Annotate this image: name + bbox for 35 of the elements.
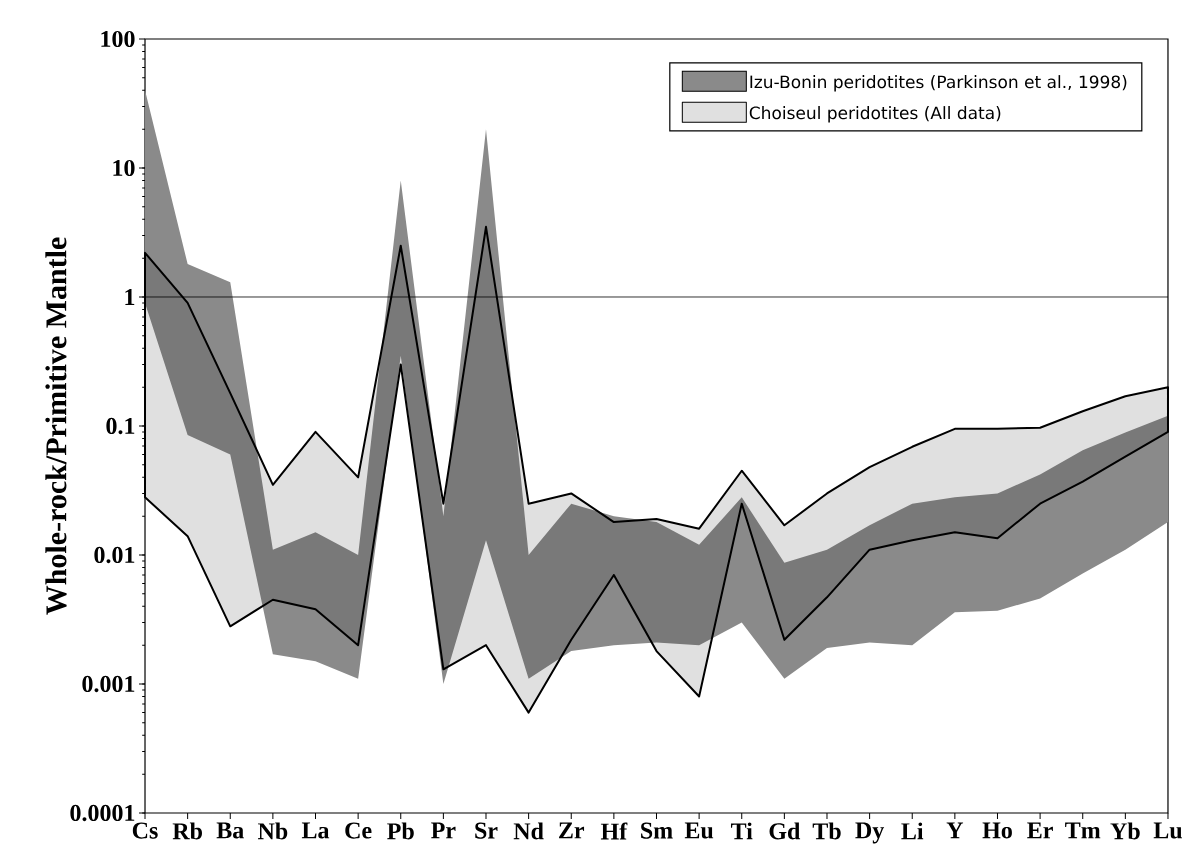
x-tick-label: Tb bbox=[812, 822, 841, 840]
x-tick-label: Zr bbox=[559, 822, 585, 839]
x-tick-label: Lu bbox=[1153, 822, 1183, 839]
x-tick-label: Tm bbox=[1065, 822, 1101, 839]
x-tick-label: Y bbox=[946, 822, 964, 839]
x-tick-label: Dy bbox=[855, 822, 885, 844]
x-tick-label: Yb bbox=[1110, 822, 1140, 840]
y-tick-label: 0.1 bbox=[106, 417, 135, 435]
legend-label: Choiseul peridotites (All data) bbox=[749, 106, 1001, 123]
y-tick-label: 0.01 bbox=[94, 546, 135, 564]
x-tick-label: Nb bbox=[257, 822, 288, 840]
x-tick-label: Li bbox=[901, 822, 924, 840]
y-tick-label: 10 bbox=[113, 159, 135, 177]
y-tick-label: 0.0001 bbox=[70, 804, 135, 822]
x-tick-label: Pr bbox=[431, 822, 456, 839]
y-tick-label: 100 bbox=[101, 30, 135, 48]
x-tick-label: Rb bbox=[172, 822, 202, 840]
x-tick-label: Er bbox=[1027, 822, 1053, 839]
x-tick-label: Ce bbox=[345, 822, 372, 839]
x-tick-label: Gd bbox=[769, 822, 801, 840]
y-tick-label: 0.001 bbox=[82, 675, 135, 693]
x-tick-label: Ti bbox=[730, 822, 753, 840]
x-tick-label: Ho bbox=[982, 822, 1012, 839]
x-tick-label: Cs bbox=[132, 822, 158, 839]
x-tick-label: Sm bbox=[641, 822, 673, 839]
x-tick-label: Eu bbox=[684, 822, 714, 839]
x-tick-label: La bbox=[301, 822, 330, 839]
x-tick-label: Hf bbox=[600, 822, 628, 840]
x-tick-label: Sr bbox=[475, 822, 498, 839]
y-axis-title: Whole-rock/Primitive Mantle bbox=[45, 237, 67, 615]
x-tick-label: Nd bbox=[513, 822, 544, 840]
legend-label: Izu-Bonin peridotites (Parkinson et al., 1998) bbox=[750, 75, 1127, 92]
x-tick-label: Pb bbox=[387, 822, 414, 840]
x-tick-label: Ba bbox=[216, 822, 244, 839]
y-tick-label: 1 bbox=[125, 289, 135, 305]
